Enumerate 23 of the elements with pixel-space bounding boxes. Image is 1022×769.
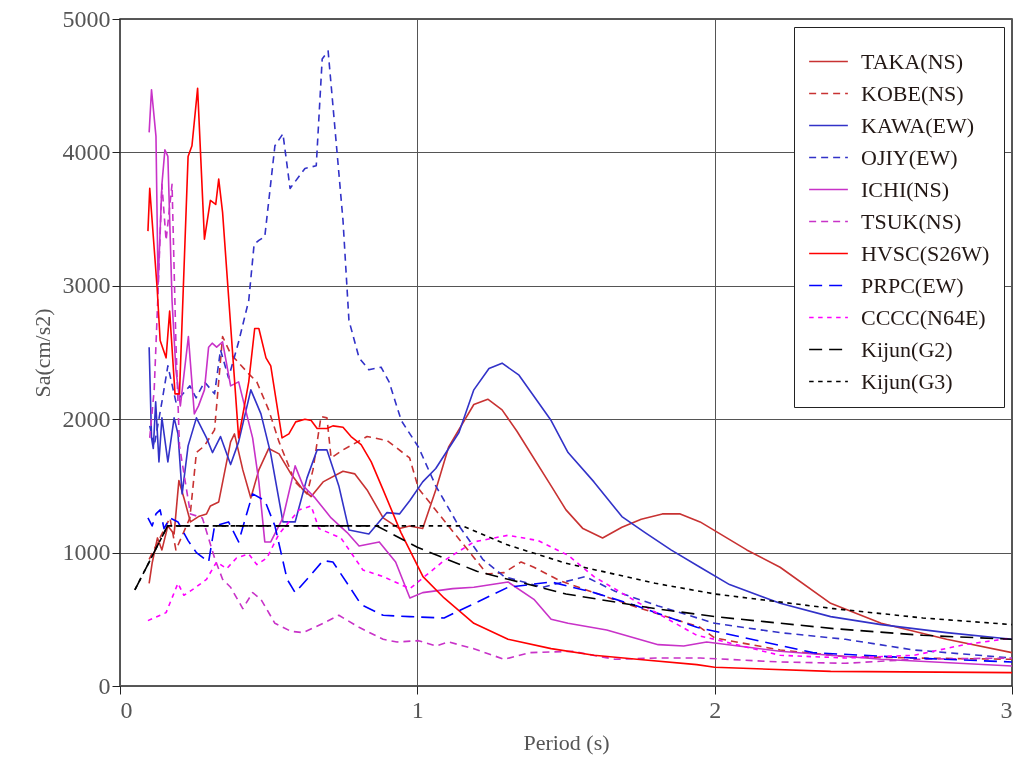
legend-label: OJIY(EW): [861, 144, 958, 170]
legend-label: Kijun(G3): [861, 368, 953, 394]
legend-label: Kijun(G2): [861, 336, 953, 362]
legend-label: HVSC(S26W): [861, 240, 990, 266]
y-tick-label: 4000: [62, 138, 111, 165]
x-tick-label: 1: [411, 696, 424, 723]
y-tick-label: 2000: [62, 405, 111, 432]
x-tick-label: 2: [709, 696, 722, 723]
y-tick-label: 5000: [62, 5, 111, 32]
legend-label: KAWA(EW): [861, 112, 975, 138]
y-tick-label: 0: [98, 672, 111, 699]
x-tick-label: 0: [120, 696, 133, 723]
x-axis-title: Period (s): [523, 729, 610, 755]
legend-label: PRPC(EW): [861, 272, 964, 298]
legend-label: TSUK(NS): [861, 208, 962, 234]
legend-label: ICHI(NS): [861, 176, 949, 202]
legend-label: CCCC(N64E): [861, 304, 986, 330]
legend-label: TAKA(NS): [861, 48, 964, 74]
y-axis-title: Sa(cm/s2): [29, 308, 55, 398]
x-tick-label: 3: [1000, 696, 1013, 723]
y-tick-label: 3000: [62, 272, 111, 299]
y-tick-label: 1000: [62, 539, 111, 566]
legend-label: KOBE(NS): [861, 80, 964, 106]
